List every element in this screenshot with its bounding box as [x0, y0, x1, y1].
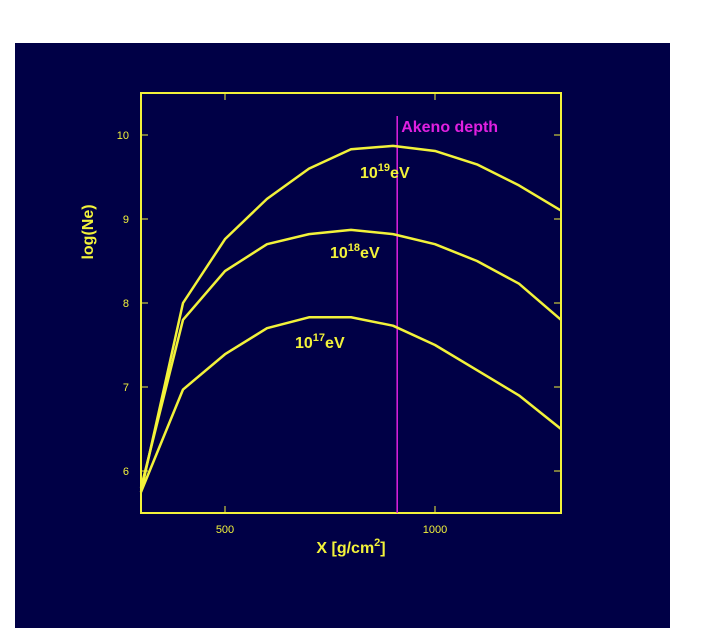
x-axis-label: X [g/cm2]: [316, 537, 385, 557]
series-label-exp: 17: [313, 332, 325, 344]
series-label-base: 10: [330, 245, 348, 262]
series-label-base: 10: [360, 165, 378, 182]
series-label-unit: eV: [390, 165, 410, 182]
x-tick-label: 500: [216, 524, 234, 536]
series-label-unit: eV: [325, 335, 345, 352]
series-label: 1019eV: [360, 162, 410, 182]
series-label: 1017eV: [295, 332, 345, 352]
y-tick-label: 7: [123, 382, 129, 394]
y-tick-label: 8: [123, 298, 129, 310]
y-axis-label: log(Ne): [80, 204, 97, 259]
x-tick-label: 1000: [423, 524, 447, 536]
reference-label: Akeno depth: [401, 119, 498, 136]
series-label: 1018eV: [330, 242, 380, 262]
data-line: [139, 228, 562, 489]
data-line: [139, 316, 562, 493]
series-label-exp: 19: [378, 162, 390, 174]
series-label-unit: eV: [360, 245, 380, 262]
data-line: [139, 144, 562, 493]
y-tick-label: 9: [123, 214, 129, 226]
series-label-exp: 18: [348, 242, 360, 254]
series-label-base: 10: [295, 335, 313, 352]
y-tick-label: 10: [117, 130, 129, 142]
y-tick-label: 6: [123, 466, 129, 478]
